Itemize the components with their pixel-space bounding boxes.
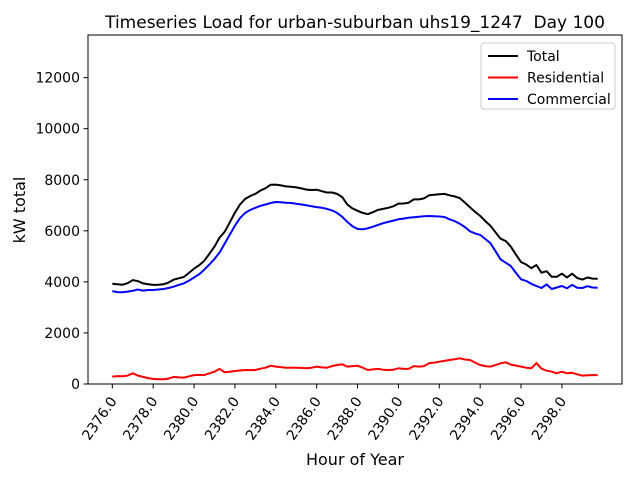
x-tick-label: 2380.0: [161, 394, 202, 443]
y-tick-label: 10000: [35, 122, 80, 138]
y-tick-label: 0: [71, 377, 80, 393]
axes-frame: [87, 34, 623, 385]
plot-area: 2376.0 2378.0 2380.0 2382.0 2384.0 2386.0 2388…: [35, 34, 623, 443]
legend-box: [480, 42, 616, 110]
legend-label-commercial: Commercial: [527, 92, 611, 108]
legend-label-total: Total: [526, 49, 560, 65]
y-tick-label: 6000: [44, 224, 80, 240]
series-line-commercial: [112, 201, 598, 294]
y-axis-label: kW total: [10, 177, 29, 244]
series-line-residential: [112, 357, 598, 381]
x-tick-label: 2376.0: [79, 394, 120, 443]
x-tick-label: 2382.0: [202, 394, 243, 443]
x-axis-label: Hour of Year: [306, 450, 404, 469]
x-tick-label: 2390.0: [365, 394, 406, 443]
x-tick-label: 2396.0: [488, 394, 529, 443]
legend-label-residential: Residential: [527, 71, 604, 87]
series-line-total: [112, 183, 598, 286]
y-tick-label: 2000: [44, 326, 80, 342]
x-tick-label: 2392.0: [406, 394, 447, 443]
y-tick-label: 12000: [35, 71, 80, 87]
x-tick-label: 2384.0: [243, 394, 284, 443]
x-tick-label: 2378.0: [120, 394, 161, 443]
y-tick-label: 8000: [44, 173, 80, 189]
y-tick-label: 4000: [44, 275, 80, 291]
x-tick-label: 2386.0: [284, 394, 325, 443]
chart-title: Timeseries Load for urban-suburban uhs19…: [104, 13, 605, 33]
x-tick-label: 2388.0: [325, 394, 366, 443]
x-tick-label: 2394.0: [447, 394, 488, 443]
x-tick-label: 2398.0: [529, 394, 570, 443]
